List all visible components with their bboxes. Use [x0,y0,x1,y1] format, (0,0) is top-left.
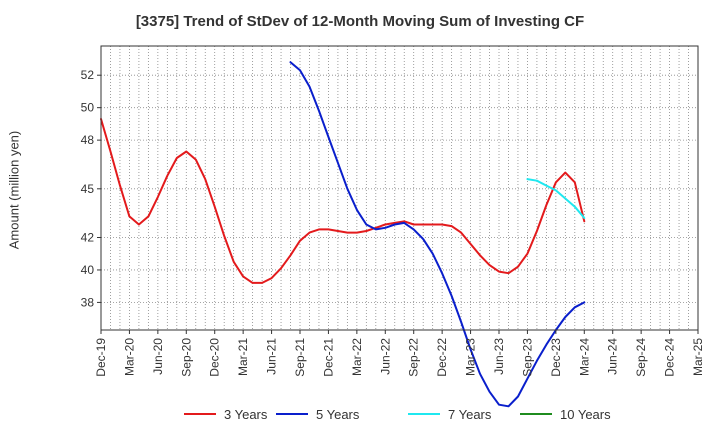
y-tick-label: 42 [81,230,95,244]
x-tick-label: Jun-20 [151,338,165,375]
chart-title: [3375] Trend of StDev of 12-Month Moving… [135,13,585,30]
plot-area [101,46,698,330]
x-tick-label: Mar-25 [691,338,705,376]
y-axis-ticks: 38 40 42 45 48 50 52 [81,68,101,309]
x-tick-label: Sep-24 [634,338,648,377]
series-line-7-years [526,178,586,219]
series-line-5-years [289,61,586,408]
x-tick-label: Mar-24 [577,338,591,376]
x-tick-label: Sep-22 [407,338,421,377]
x-tick-label: Jun-23 [492,338,506,375]
x-tick-label: Dec-24 [663,338,677,377]
x-tick-label: Dec-23 [549,338,563,377]
x-tick-label: Jun-21 [265,338,279,375]
x-tick-label: Sep-21 [293,338,307,377]
legend-label: 10 Years [560,407,611,422]
legend-label: 5 Years [316,407,360,422]
plot-border [100,45,699,331]
x-tick-label: Mar-22 [350,338,364,376]
series-line-3-years [100,118,586,284]
y-tick-label: 38 [81,295,95,309]
y-tick-label: 52 [81,68,95,82]
x-tick-label: Sep-23 [520,338,534,377]
legend-label: 7 Years [448,407,492,422]
y-tick-label: 48 [81,133,95,147]
x-tick-label: Mar-20 [122,338,136,376]
x-tick-label: Dec-21 [321,338,335,377]
x-tick-label: Jun-24 [606,338,620,375]
x-tick-label: Mar-23 [464,338,478,376]
x-axis-ticks: Dec-19 Mar-20 Jun-20 Sep-20 Dec-20 Mar-21 Jun-… [94,330,705,377]
x-tick-label: Sep-20 [179,338,193,377]
x-tick-label: Mar-21 [236,338,250,376]
legend-label: 3 Years [224,407,268,422]
y-tick-label: 40 [81,263,95,277]
x-tick-label: Dec-22 [435,338,449,377]
x-tick-label: Dec-20 [208,338,222,377]
grid-lines [101,46,698,330]
legend: 3 Years 5 Years 7 Years 10 Years [184,407,611,422]
x-tick-label: Dec-19 [94,338,108,377]
y-tick-label: 50 [81,101,95,115]
y-tick-label: 45 [81,182,95,196]
series-lines [100,61,586,408]
x-tick-label: Jun-22 [378,338,392,375]
